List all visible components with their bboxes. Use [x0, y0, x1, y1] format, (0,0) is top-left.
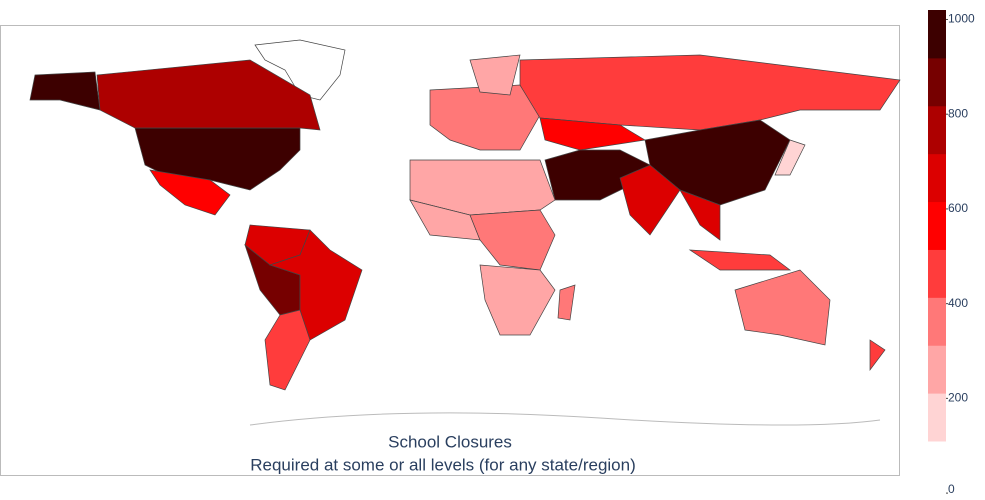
chart-title: School Closures	[388, 432, 512, 451]
country	[149, 169, 231, 216]
country	[734, 269, 831, 346]
country	[96, 59, 321, 131]
colorbar-tick-label: 600	[948, 201, 968, 215]
country	[469, 209, 556, 271]
map	[29, 54, 901, 391]
country	[619, 164, 681, 236]
colorbar-bin	[928, 249, 946, 298]
country	[469, 54, 521, 96]
colorbar-bin	[928, 10, 946, 59]
colorbar-bin	[928, 345, 946, 394]
country	[519, 54, 901, 131]
country	[688, 249, 792, 271]
colorbar-tick-label: 0	[948, 482, 955, 496]
country	[539, 117, 647, 151]
colorbar-bin	[928, 57, 946, 107]
colorbar-bin	[928, 393, 946, 442]
colorbar-tick-label: 200	[948, 391, 968, 405]
greenland	[254, 39, 346, 101]
country	[268, 229, 363, 341]
colorbar-tick-label: 400	[948, 296, 968, 310]
colorbar-bin	[928, 201, 946, 250]
country	[264, 309, 311, 391]
antarctica	[249, 412, 881, 426]
colorbar-tick-label: 800	[948, 106, 968, 120]
country	[429, 84, 541, 151]
colorbar-bin	[928, 105, 946, 155]
chart-subtitle: Required at some or all levels (for any …	[250, 455, 636, 474]
colorbar-bin	[928, 153, 946, 203]
colorbar-tick-label: 1000	[948, 12, 975, 26]
colorbar: 0 200 400 600 800 1000	[928, 10, 975, 496]
country	[774, 139, 806, 176]
country	[679, 189, 721, 241]
country	[29, 71, 101, 111]
map-frame	[0, 25, 900, 476]
country	[557, 284, 576, 321]
country	[869, 339, 886, 372]
colorbar-bin	[928, 297, 946, 346]
country	[479, 264, 556, 336]
